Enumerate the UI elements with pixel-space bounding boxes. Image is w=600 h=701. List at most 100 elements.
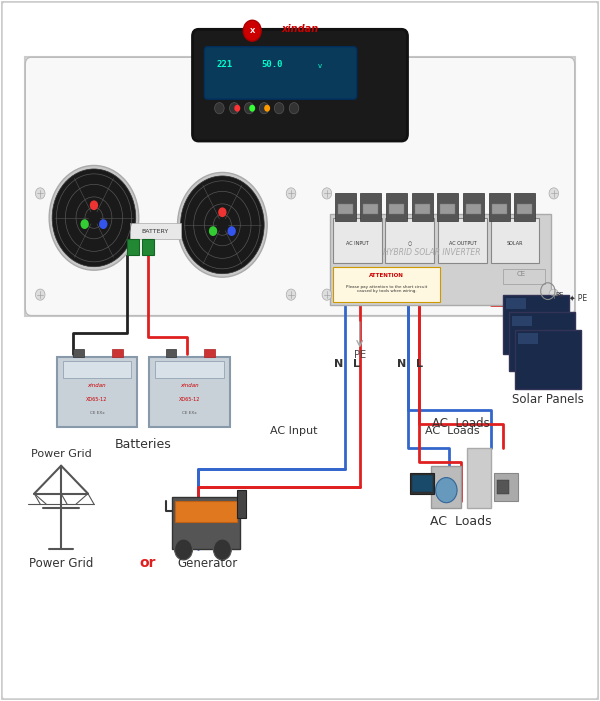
Text: ○: ○ — [408, 241, 412, 246]
Text: Power Grid: Power Grid — [29, 557, 93, 570]
Text: HYBRID SOLAR INVERTER: HYBRID SOLAR INVERTER — [383, 248, 480, 257]
Bar — [386, 193, 407, 222]
Circle shape — [322, 188, 332, 199]
Text: Batteries: Batteries — [115, 438, 172, 451]
Circle shape — [214, 539, 232, 560]
Text: v: v — [318, 63, 322, 69]
Bar — [514, 193, 535, 222]
Bar — [503, 294, 569, 354]
Circle shape — [243, 20, 261, 41]
Circle shape — [259, 102, 269, 114]
Bar — [497, 479, 509, 494]
Circle shape — [286, 188, 296, 199]
Bar — [506, 298, 526, 308]
Circle shape — [549, 188, 559, 199]
Text: or: or — [139, 557, 156, 571]
Text: Power Grid: Power Grid — [31, 449, 91, 458]
Bar — [494, 472, 518, 501]
FancyBboxPatch shape — [205, 47, 357, 99]
Circle shape — [436, 477, 457, 503]
Bar — [412, 475, 433, 491]
Bar — [415, 204, 430, 215]
Circle shape — [230, 102, 239, 114]
Bar — [172, 497, 240, 550]
Circle shape — [181, 176, 264, 273]
Bar — [412, 193, 433, 222]
Text: AC  Loads: AC Loads — [425, 426, 479, 436]
Bar — [166, 349, 176, 358]
Bar — [385, 218, 434, 263]
Bar — [512, 315, 532, 326]
Bar — [509, 312, 575, 372]
Bar — [127, 240, 139, 255]
Text: xindan: xindan — [88, 383, 106, 388]
Text: Solar Panels: Solar Panels — [512, 393, 584, 406]
Bar — [149, 358, 230, 428]
Bar — [73, 349, 84, 358]
Text: XD65-12: XD65-12 — [179, 397, 200, 402]
Text: N: N — [397, 360, 406, 369]
Circle shape — [209, 226, 217, 236]
Circle shape — [322, 289, 332, 300]
Text: AC  Loads: AC Loads — [433, 417, 490, 430]
Bar — [491, 218, 539, 263]
Text: ATTENTION: ATTENTION — [369, 273, 404, 278]
Text: 221: 221 — [217, 60, 233, 69]
Bar — [410, 472, 434, 494]
Bar — [62, 361, 131, 379]
Text: ✦ PE: ✦ PE — [569, 294, 587, 303]
Text: PE: PE — [353, 350, 366, 360]
Bar — [503, 268, 545, 284]
Bar — [361, 193, 381, 222]
Text: BATTERY: BATTERY — [142, 229, 169, 233]
Bar — [437, 193, 458, 222]
Bar — [466, 204, 481, 215]
Circle shape — [549, 289, 559, 300]
Text: CE EXx: CE EXx — [182, 411, 197, 415]
Bar — [142, 240, 154, 255]
Text: AC Input: AC Input — [270, 426, 318, 436]
Bar — [518, 333, 538, 343]
Text: CE: CE — [517, 271, 526, 277]
Circle shape — [99, 219, 107, 229]
Text: Please pay attention to the short circuit
caused by tools when wiring.: Please pay attention to the short circui… — [346, 285, 427, 293]
Text: xindan: xindan — [281, 25, 319, 34]
Bar — [112, 349, 122, 358]
Bar — [364, 204, 378, 215]
Text: L: L — [353, 360, 360, 369]
Circle shape — [264, 104, 270, 111]
Bar — [175, 501, 237, 522]
Text: CE EXx: CE EXx — [89, 411, 104, 415]
Text: AC  Loads: AC Loads — [430, 515, 492, 528]
Bar — [155, 361, 224, 379]
Circle shape — [235, 104, 240, 111]
Text: xindan: xindan — [180, 383, 199, 388]
FancyBboxPatch shape — [25, 57, 575, 315]
Circle shape — [218, 207, 227, 217]
Circle shape — [35, 289, 45, 300]
Circle shape — [35, 188, 45, 199]
Circle shape — [52, 169, 136, 266]
Circle shape — [178, 172, 267, 277]
Bar — [333, 266, 440, 301]
Circle shape — [249, 104, 255, 111]
Bar — [438, 218, 487, 263]
Circle shape — [274, 102, 284, 114]
Circle shape — [244, 102, 254, 114]
Text: 50.0: 50.0 — [261, 60, 283, 69]
Text: AC OUTPUT: AC OUTPUT — [449, 241, 476, 246]
Bar — [463, 193, 484, 222]
Bar — [440, 204, 455, 215]
FancyBboxPatch shape — [193, 29, 407, 141]
Text: N: N — [334, 360, 343, 369]
Circle shape — [49, 165, 139, 270]
Bar — [517, 204, 532, 215]
Circle shape — [175, 539, 193, 560]
Bar — [333, 218, 382, 263]
Bar — [489, 193, 509, 222]
Bar — [515, 329, 581, 389]
Bar — [431, 465, 461, 508]
Bar — [389, 204, 404, 215]
Bar — [330, 215, 551, 305]
Circle shape — [289, 102, 299, 114]
